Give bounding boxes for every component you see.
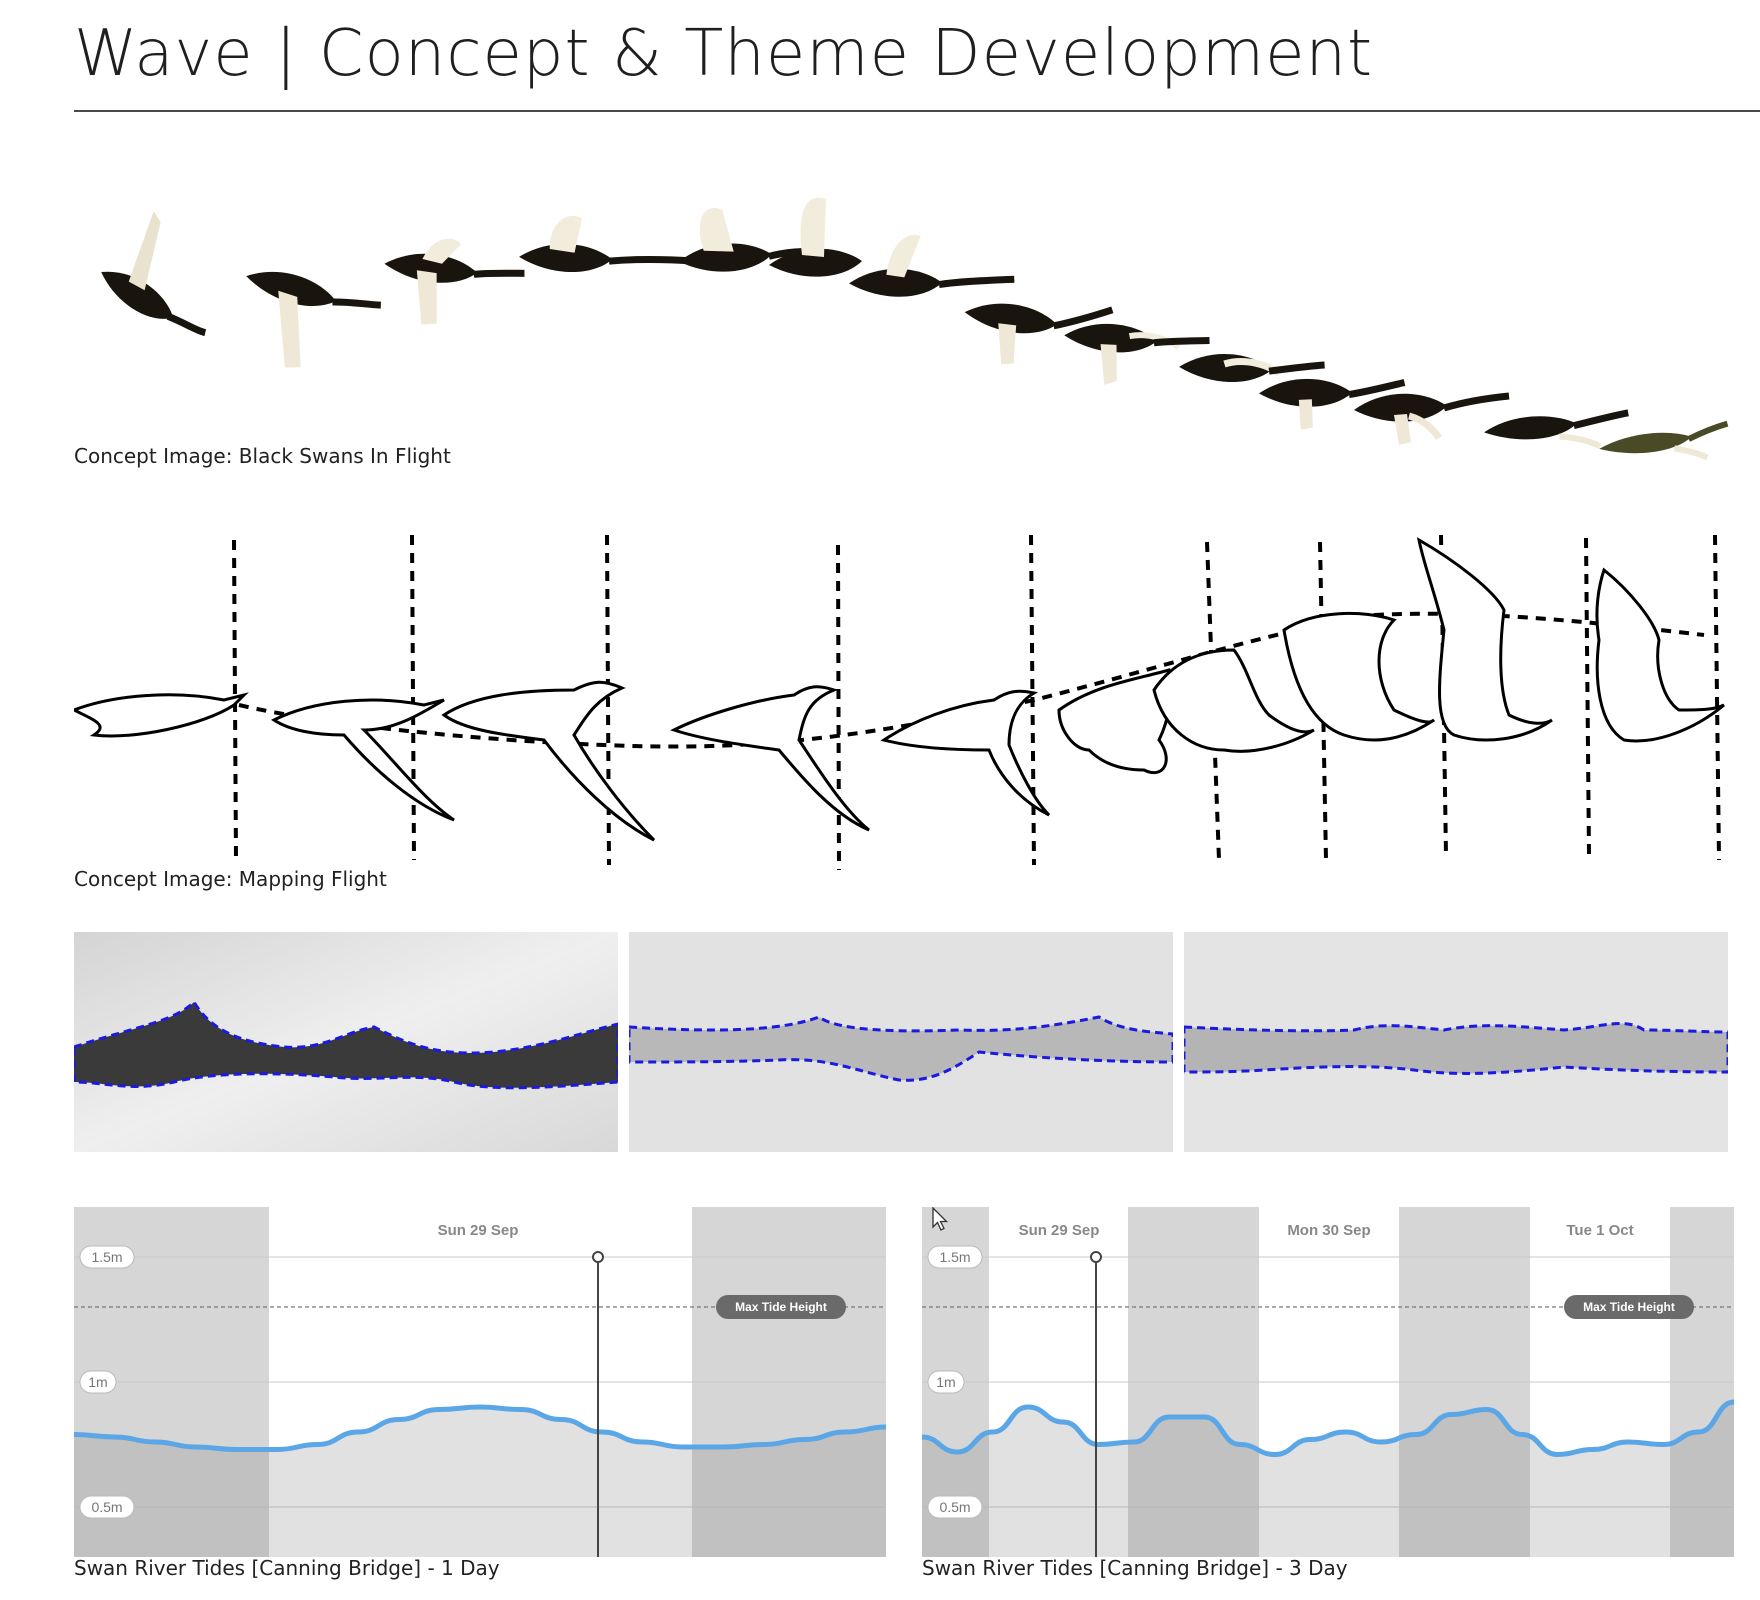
bird-sketches (74, 537, 1725, 842)
day-label: Sun 29 Sep (1019, 1222, 1100, 1239)
y-tick-pill (79, 1245, 135, 1269)
max-tide-height-pill (1564, 1295, 1694, 1319)
day-label: Mon 30 Sep (1287, 1222, 1370, 1239)
caption-black-swans: Concept Image: Black Swans In Flight (74, 444, 451, 468)
max-tide-height-label: Max Tide Height (735, 1300, 827, 1314)
caption-tides-1-day: Swan River Tides [Canning Bridge] - 1 Da… (74, 1556, 500, 1580)
max-tide-height-pill (716, 1295, 846, 1319)
tide-line (922, 1399, 1734, 1458)
wave-render-3 (1182, 932, 1730, 1152)
page-title: Wave | Concept & Theme Development (74, 17, 1374, 91)
y-tick-pill (927, 1370, 965, 1394)
caption-tides-3-day: Swan River Tides [Canning Bridge] - 3 Da… (922, 1556, 1348, 1580)
tide-area (74, 1407, 886, 1557)
y-tick-label: 0.5m (91, 1499, 122, 1515)
y-tick-label: 1m (936, 1374, 955, 1390)
y-tick-pill (927, 1245, 983, 1269)
y-tick-pill (79, 1370, 117, 1394)
y-tick-label: 1.5m (91, 1249, 122, 1265)
day-label: Sun 29 Sep (438, 1222, 519, 1239)
max-tide-height-label: Max Tide Height (1583, 1300, 1675, 1314)
y-tick-label: 0.5m (939, 1499, 970, 1515)
flight-grid-lines (232, 534, 1721, 870)
current-time-handle (1090, 1251, 1102, 1263)
wave-render-1 (72, 932, 620, 1152)
current-time-handle (592, 1251, 604, 1263)
swan-sequence-art (101, 197, 1729, 461)
y-tick-pill (927, 1495, 983, 1519)
title-divider (74, 110, 1760, 112)
wave-render-2 (627, 932, 1175, 1152)
tide-area (922, 1402, 1734, 1557)
tide-chart-3-day: 0.5m 1m 1.5m Sun 29 Sep Mon 30 Sep Tue 1 Oct M… (922, 1207, 1734, 1557)
tide-chart-1-day: 0.5m 1m 1.5m Sun 29 Sep Max Tide Height (74, 1207, 886, 1557)
black-swans-flight-image (101, 197, 1729, 461)
tide-line (74, 1404, 886, 1452)
y-tick-label: 1.5m (939, 1249, 970, 1265)
mapping-flight-image (74, 534, 1725, 870)
mouse-pointer-icon (932, 1207, 949, 1231)
caption-mapping-flight: Concept Image: Mapping Flight (74, 867, 387, 891)
day-label: Tue 1 Oct (1566, 1222, 1633, 1239)
y-tick-pill (79, 1495, 135, 1519)
y-tick-label: 1m (88, 1374, 107, 1390)
